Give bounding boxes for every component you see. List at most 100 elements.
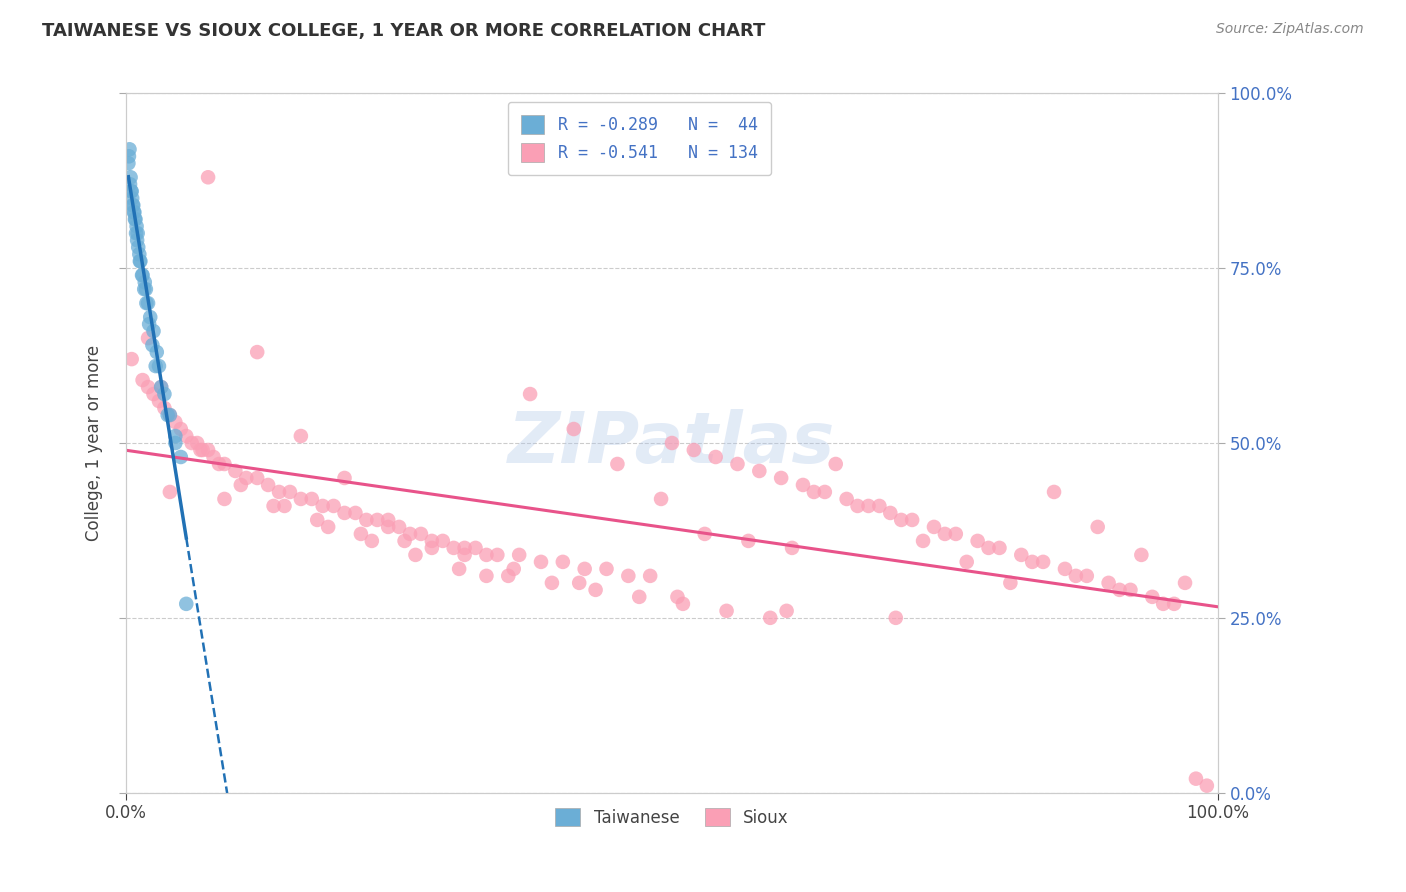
- Point: [405, 548, 427, 562]
- Point: [148, 359, 170, 373]
- Point: [1163, 597, 1185, 611]
- Point: [290, 429, 312, 443]
- Point: [229, 478, 252, 492]
- Point: [134, 282, 156, 296]
- Point: [139, 310, 162, 325]
- Point: [704, 450, 727, 464]
- Point: [727, 457, 749, 471]
- Point: [858, 499, 880, 513]
- Point: [803, 485, 825, 500]
- Point: [197, 442, 219, 457]
- Point: [134, 275, 156, 289]
- Point: [170, 450, 193, 464]
- Point: [120, 170, 142, 185]
- Point: [945, 527, 967, 541]
- Point: [394, 533, 416, 548]
- Point: [868, 499, 890, 513]
- Point: [127, 240, 149, 254]
- Point: [121, 191, 143, 205]
- Point: [142, 387, 165, 401]
- Point: [127, 233, 149, 247]
- Point: [606, 457, 628, 471]
- Point: [150, 380, 173, 394]
- Point: [672, 597, 695, 611]
- Point: [159, 408, 181, 422]
- Point: [792, 478, 814, 492]
- Point: [1108, 582, 1130, 597]
- Point: [846, 499, 869, 513]
- Point: [165, 429, 187, 443]
- Point: [136, 331, 159, 345]
- Point: [977, 541, 1000, 555]
- Point: [120, 184, 142, 198]
- Text: TAIWANESE VS SIOUX COLLEGE, 1 YEAR OR MORE CORRELATION CHART: TAIWANESE VS SIOUX COLLEGE, 1 YEAR OR MO…: [42, 22, 765, 40]
- Point: [748, 464, 770, 478]
- Point: [333, 471, 356, 485]
- Point: [508, 548, 530, 562]
- Point: [190, 442, 212, 457]
- Point: [197, 170, 219, 185]
- Point: [759, 611, 782, 625]
- Point: [496, 569, 519, 583]
- Point: [988, 541, 1011, 555]
- Point: [224, 464, 246, 478]
- Point: [301, 491, 323, 506]
- Point: [170, 422, 193, 436]
- Point: [770, 471, 793, 485]
- Point: [780, 541, 803, 555]
- Point: [214, 457, 236, 471]
- Point: [165, 436, 187, 450]
- Point: [246, 471, 269, 485]
- Text: Source: ZipAtlas.com: Source: ZipAtlas.com: [1216, 22, 1364, 37]
- Point: [1064, 569, 1087, 583]
- Point: [344, 506, 367, 520]
- Point: [775, 604, 797, 618]
- Point: [136, 380, 159, 394]
- Point: [131, 268, 153, 282]
- Point: [453, 548, 475, 562]
- Point: [350, 527, 373, 541]
- Point: [202, 450, 225, 464]
- Point: [562, 422, 585, 436]
- Point: [409, 527, 432, 541]
- Point: [884, 611, 907, 625]
- Point: [273, 499, 295, 513]
- Point: [377, 513, 399, 527]
- Point: [420, 533, 443, 548]
- Point: [156, 408, 179, 422]
- Point: [682, 442, 704, 457]
- Y-axis label: College, 1 year or more: College, 1 year or more: [86, 345, 103, 541]
- Text: ZIPatlas: ZIPatlas: [509, 409, 835, 477]
- Point: [135, 282, 157, 296]
- Point: [901, 513, 924, 527]
- Point: [153, 401, 176, 415]
- Point: [1195, 779, 1218, 793]
- Point: [661, 436, 683, 450]
- Point: [453, 541, 475, 555]
- Point: [150, 380, 173, 394]
- Point: [141, 338, 163, 352]
- Point: [263, 499, 285, 513]
- Point: [290, 491, 312, 506]
- Point: [617, 569, 640, 583]
- Point: [121, 184, 143, 198]
- Point: [174, 597, 197, 611]
- Point: [443, 541, 465, 555]
- Point: [912, 533, 935, 548]
- Point: [138, 317, 160, 331]
- Point: [541, 575, 564, 590]
- Point: [1142, 590, 1164, 604]
- Point: [142, 324, 165, 338]
- Point: [366, 513, 388, 527]
- Point: [595, 562, 617, 576]
- Point: [519, 387, 541, 401]
- Point: [399, 527, 422, 541]
- Point: [148, 394, 170, 409]
- Point: [208, 457, 231, 471]
- Point: [121, 352, 143, 367]
- Point: [464, 541, 486, 555]
- Point: [159, 408, 181, 422]
- Point: [1097, 575, 1119, 590]
- Point: [246, 345, 269, 359]
- Point: [1087, 520, 1109, 534]
